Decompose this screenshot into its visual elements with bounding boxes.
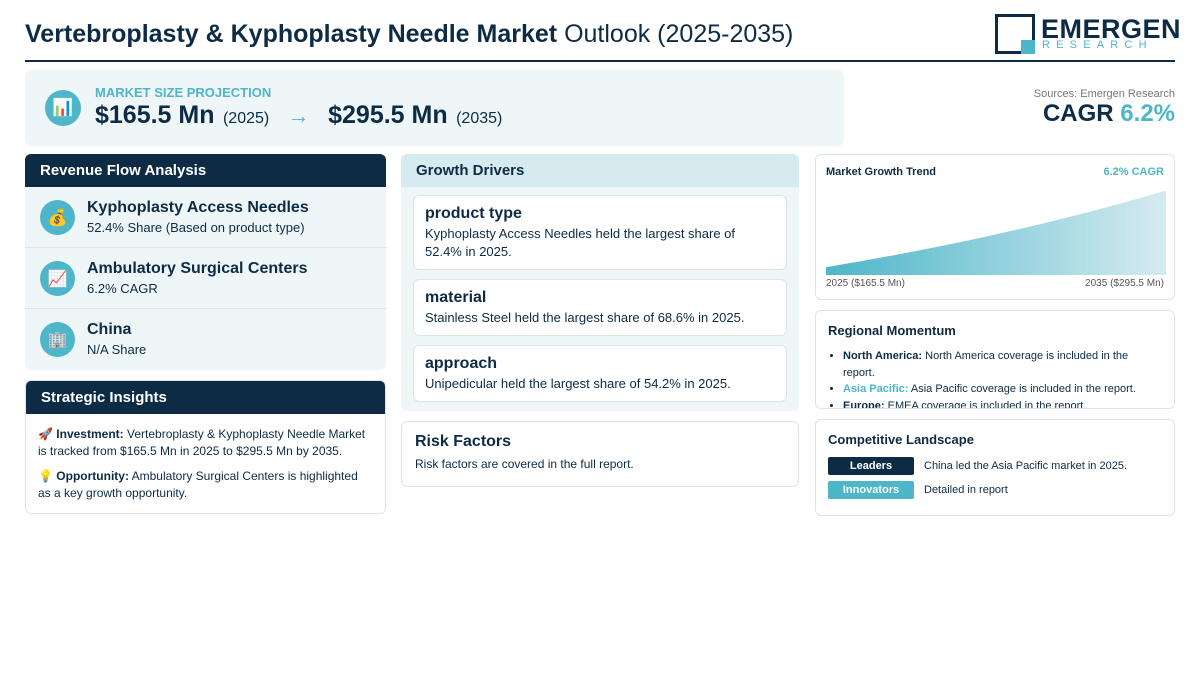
- revenue-item: 💰 Kyphoplasty Access Needles 52.4% Share…: [25, 187, 386, 248]
- competitive-text: China led the Asia Pacific market in 202…: [924, 460, 1128, 472]
- competitive-landscape-title: Competitive Landscape: [828, 432, 974, 447]
- trend-area-chart: [826, 190, 1166, 275]
- competitive-text: Detailed in report: [924, 484, 1008, 496]
- page-title-main: Vertebroplasty & Kyphoplasty Needle Mark…: [25, 20, 558, 48]
- trend-cagr: 6.2% CAGR: [1103, 166, 1164, 178]
- region-text: North America coverage is included in th…: [843, 350, 1129, 379]
- region-text: Asia Pacific coverage is included in the…: [910, 383, 1136, 395]
- cagr-summary: CAGR 6.2%: [1043, 100, 1175, 128]
- start-value: $165.5 Mn: [95, 101, 215, 129]
- revenue-item: 🏢 China N/A Share: [25, 309, 386, 370]
- growth-drivers-card: Growth Drivers product type Kyphoplasty …: [401, 154, 799, 411]
- strategic-insights-card: Strategic Insights 🚀 Investment: Vertebr…: [25, 380, 386, 514]
- driver-title: product type: [425, 205, 522, 222]
- cagr-label: CAGR: [1042, 100, 1114, 127]
- market-growth-trend-card: Market Growth Trend 6.2% CAGR 2025 ($165…: [815, 154, 1175, 300]
- insight-investment: 🚀 Investment: Vertebroplasty & Kyphoplas…: [38, 426, 373, 460]
- growth-drivers-heading: Growth Drivers: [401, 154, 799, 187]
- trend-start-label: 2025 ($165.5 Mn): [826, 278, 905, 289]
- bar-chart-icon: 📊: [45, 90, 81, 126]
- insight-opportunity: 💡 Opportunity: Ambulatory Surgical Cente…: [38, 468, 373, 502]
- revenue-item-title: China: [87, 321, 132, 338]
- risk-factors-title: Risk Factors: [415, 433, 512, 450]
- page-title: Vertebroplasty & Kyphoplasty Needle Mark…: [25, 20, 793, 49]
- trend-area-series: [826, 190, 1166, 275]
- driver-title: approach: [425, 355, 498, 372]
- competitive-landscape-card: Competitive Landscape Leaders China led …: [815, 419, 1175, 516]
- revenue-item-title: Kyphoplasty Access Needles: [87, 199, 309, 216]
- insight-text: Ambulatory Surgical Centers is highlight…: [38, 469, 358, 500]
- regional-momentum-card: Regional Momentum North America: North A…: [815, 310, 1175, 409]
- logo-mark-icon: [995, 14, 1035, 54]
- competitive-row: Leaders China led the Asia Pacific marke…: [828, 457, 1162, 475]
- driver-item: approach Unipedicular held the largest s…: [413, 345, 787, 402]
- region-item: North America: North America coverage is…: [843, 348, 1162, 381]
- insight-label: Opportunity:: [56, 469, 129, 483]
- driver-title: material: [425, 289, 487, 306]
- rocket-icon: 🚀: [38, 427, 53, 441]
- competitive-row: Innovators Detailed in report: [828, 481, 1162, 499]
- arrow-right-icon: →: [287, 103, 310, 128]
- emergen-logo: EMERGEN RESEARCH: [995, 14, 1181, 56]
- leaders-badge: Leaders: [828, 457, 914, 475]
- lightbulb-icon: 💡: [38, 469, 53, 483]
- revenue-flow-card: Revenue Flow Analysis 💰 Kyphoplasty Acce…: [25, 154, 386, 370]
- revenue-flow-heading: Revenue Flow Analysis: [25, 154, 386, 187]
- region-item: Europe: EMEA coverage is included in the…: [843, 398, 1162, 409]
- region-item: Asia Pacific: Asia Pacific coverage is i…: [843, 381, 1162, 398]
- revenue-item-sub: N/A Share: [87, 342, 147, 357]
- driver-text: Kyphoplasty Access Needles held the larg…: [425, 226, 736, 259]
- regional-momentum-title: Regional Momentum: [828, 323, 956, 338]
- strategic-insights-heading: Strategic Insights: [26, 381, 385, 414]
- start-year: (2025): [222, 110, 270, 127]
- trend-end-label: 2035 ($295.5 Mn): [1085, 278, 1164, 289]
- region-name: North America:: [843, 350, 923, 362]
- insight-label: Investment:: [56, 427, 124, 441]
- region-name: Europe:: [843, 399, 885, 409]
- regional-list: North America: North America coverage is…: [828, 348, 1162, 409]
- logo-wordmark: EMERGEN: [1041, 14, 1182, 44]
- end-year: (2035): [456, 110, 503, 127]
- building-icon: 🏢: [40, 322, 75, 357]
- risk-factors-text: Risk factors are covered in the full rep…: [415, 457, 634, 471]
- page-title-period: Outlook (2025-2035): [564, 20, 794, 48]
- market-size-projection: 📊 MARKET SIZE PROJECTION $165.5 Mn (2025…: [25, 70, 844, 146]
- projection-values: $165.5 Mn (2025) → $295.5 Mn (2035): [95, 101, 502, 130]
- revenue-item: 📈 Ambulatory Surgical Centers 6.2% CAGR: [25, 248, 386, 309]
- cagr-value: 6.2%: [1120, 100, 1175, 127]
- insight-text: Vertebroplasty & Kyphoplasty Needle Mark…: [38, 427, 366, 458]
- revenue-item-sub: 6.2% CAGR: [87, 281, 158, 296]
- end-value: $295.5 Mn: [328, 101, 448, 129]
- innovators-badge: Innovators: [828, 481, 914, 499]
- region-text: EMEA coverage is included in the report.: [887, 399, 1087, 409]
- trend-title: Market Growth Trend: [826, 166, 937, 178]
- driver-text: Unipedicular held the largest share of 5…: [425, 376, 731, 391]
- sources-note: Sources: Emergen Research: [1033, 88, 1175, 100]
- driver-item: material Stainless Steel held the larges…: [413, 279, 787, 336]
- trend-up-icon: 📈: [40, 261, 75, 296]
- page-header: Vertebroplasty & Kyphoplasty Needle Mark…: [25, 12, 1181, 62]
- region-name: Asia Pacific:: [843, 383, 909, 395]
- driver-text: Stainless Steel held the largest share o…: [425, 310, 745, 325]
- money-bag-icon: 💰: [40, 200, 75, 235]
- revenue-item-sub: 52.4% Share (Based on product type): [87, 220, 305, 235]
- revenue-item-title: Ambulatory Surgical Centers: [87, 260, 308, 277]
- projection-label: MARKET SIZE PROJECTION: [95, 85, 272, 100]
- logo-subtitle: RESEARCH: [1042, 39, 1153, 51]
- risk-factors-card: Risk Factors Risk factors are covered in…: [401, 421, 799, 487]
- driver-item: product type Kyphoplasty Access Needles …: [413, 195, 787, 270]
